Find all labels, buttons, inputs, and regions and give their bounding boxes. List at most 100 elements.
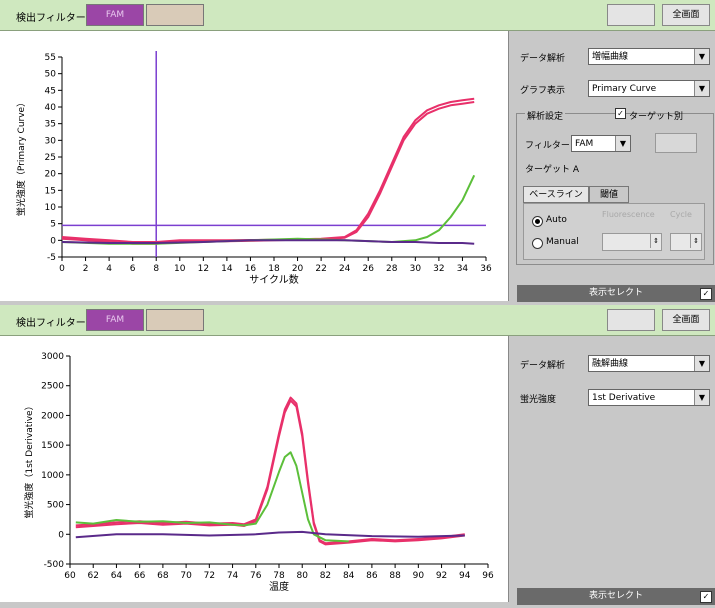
intensity-label: 蛍光強度 (520, 395, 557, 405)
y-tick-label: 2000 (41, 411, 64, 421)
y-tick-label: 5 (50, 220, 56, 230)
x-axis-label: サイクル数 (249, 273, 299, 286)
x-tick-label: 86 (366, 571, 378, 581)
analysis-select[interactable]: 融解曲線 ▼ (588, 355, 710, 372)
x-tick-label: 16 (245, 264, 257, 274)
amplification-chart: -5 0 5 10 15 20 25 30 35 40 45 50 55 0 2 4 6 8 10 12 14 16 18 2… (0, 31, 509, 301)
graph-select[interactable]: Primary Curve ▼ (588, 80, 710, 97)
x-tick-label: 68 (157, 571, 169, 581)
manual-radio[interactable] (532, 238, 543, 249)
x-tick-label: 96 (482, 571, 494, 581)
apply-button[interactable] (655, 133, 697, 153)
series-line-purple-3 (75, 530, 465, 539)
analysis-label: データ解析 (520, 361, 566, 371)
filter-fam-button[interactable]: FAM (86, 309, 144, 331)
x-tick-label: 22 (315, 264, 326, 274)
y-tick-label: 35 (45, 120, 56, 130)
chevron-down-icon: ▼ (694, 390, 709, 405)
display-select-checkbox[interactable]: ✓ (700, 288, 712, 300)
y-tick-label: 15 (45, 186, 56, 196)
series-line-pink-0 (75, 396, 465, 545)
amplification-panel: 検出フィルター FAM 全画面 -5 0 5 10 15 20 25 30 35 40 45 50 55… (0, 0, 715, 302)
display-select-bar[interactable]: 表示セレクト ✓ (517, 285, 715, 302)
analysis-value: 増幅曲線 (592, 52, 629, 62)
x-tick-label: 90 (413, 571, 425, 581)
fullscreen-button[interactable]: 全画面 (662, 4, 710, 26)
filter-select[interactable]: FAM ▼ (571, 135, 631, 152)
x-tick-label: 36 (480, 264, 492, 274)
y-tick-label: 45 (45, 86, 56, 96)
y-tick-label: 25 (45, 153, 56, 163)
y-tick-label: 1000 (41, 471, 64, 481)
display-select-label: 表示セレクト (588, 591, 643, 601)
y-tick-label: 40 (45, 103, 57, 113)
y-tick-label: 0 (58, 530, 64, 540)
disabled-button[interactable] (607, 4, 655, 26)
series-line-pink-1 (75, 399, 465, 546)
tab-threshold[interactable]: 閾値 (589, 186, 629, 203)
stepper-arrows-icon[interactable]: ⇕ (650, 234, 661, 248)
melt-chart: -500 0 500 1000 1500 2000 2500 3000 60 62 64 66 68 70… (0, 336, 509, 602)
fluorescence-stepper[interactable]: ⇕ (602, 233, 662, 251)
y-tick-label: 10 (45, 203, 57, 213)
x-tick-label: 80 (296, 571, 308, 581)
x-tick-label: 0 (59, 264, 65, 274)
x-tick-label: 60 (64, 571, 76, 581)
y-tick-label: 500 (47, 501, 64, 511)
cycle-stepper[interactable]: ⇕ (670, 233, 702, 251)
x-tick-label: 34 (457, 264, 469, 274)
x-tick-label: 24 (339, 264, 351, 274)
chevron-down-icon: ▼ (694, 49, 709, 64)
fluorescence-value (603, 235, 605, 244)
x-tick-label: 74 (227, 571, 239, 581)
tab-baseline[interactable]: ベースライン (523, 186, 589, 203)
x-tick-label: 6 (130, 264, 136, 274)
stepper-arrows-icon[interactable]: ⇕ (690, 234, 701, 248)
analysis-label: データ解析 (520, 54, 566, 64)
x-tick-label: 32 (433, 264, 444, 274)
fullscreen-button[interactable]: 全画面 (662, 309, 710, 331)
analysis-value: 融解曲線 (592, 359, 629, 369)
toolbar: 検出フィルター FAM 全画面 (0, 0, 715, 31)
filter-fam-button[interactable]: FAM (86, 4, 144, 26)
toolbar: 検出フィルター FAM 全画面 (0, 305, 715, 336)
y-axis-label: 蛍光強度（Primary Curve） (15, 98, 27, 216)
baseline-tab-panel: Auto Fluorescence Cycle Manual ⇕ ⇕ (523, 203, 705, 260)
filter-value: FAM (575, 139, 594, 149)
filter-other-button[interactable] (146, 4, 204, 26)
amplification-sidebar: データ解析 増幅曲線 ▼ グラフ表示 Primary Curve ▼ 解析設定 … (510, 31, 715, 301)
y-tick-label: 2500 (41, 382, 64, 392)
analysis-settings-group: 解析設定 ✓ ターゲット別 フィルター FAM ▼ ターゲット A ベースライン… (516, 108, 714, 265)
manual-label: Manual (546, 237, 579, 247)
target-checkbox[interactable]: ✓ (615, 108, 626, 119)
display-select-checkbox[interactable]: ✓ (700, 591, 712, 603)
x-tick-label: 4 (106, 264, 112, 274)
cycle-value (671, 235, 673, 244)
melt-sidebar: データ解析 融解曲線 ▼ 蛍光強度 1st Derivative ▼ (510, 336, 715, 602)
x-tick-label: 30 (410, 264, 422, 274)
disabled-button[interactable] (607, 309, 655, 331)
display-select-bar[interactable]: 表示セレクト ✓ (517, 588, 715, 605)
x-tick-label: 2 (83, 264, 89, 274)
series-line-green-2 (75, 451, 349, 543)
x-tick-label: 18 (268, 264, 280, 274)
y-tick-label: 0 (50, 236, 56, 246)
cycle-label: Cycle (670, 210, 692, 219)
filter-label: 検出フィルター (16, 318, 86, 329)
x-tick-label: 20 (292, 264, 304, 274)
x-tick-label: 64 (111, 571, 123, 581)
intensity-select[interactable]: 1st Derivative ▼ (588, 389, 710, 406)
graph-value: Primary Curve (592, 84, 657, 94)
analysis-select[interactable]: 増幅曲線 ▼ (588, 48, 710, 65)
intensity-value: 1st Derivative (592, 393, 656, 403)
x-tick-label: 78 (273, 571, 285, 581)
y-tick-label: 55 (45, 53, 56, 63)
chevron-down-icon: ▼ (615, 136, 630, 151)
x-tick-label: 8 (153, 264, 159, 274)
x-tick-label: 84 (343, 571, 355, 581)
x-tick-label: 70 (180, 571, 192, 581)
filter-other-button[interactable] (146, 309, 204, 331)
x-tick-label: 88 (389, 571, 401, 581)
auto-radio[interactable] (532, 216, 543, 227)
